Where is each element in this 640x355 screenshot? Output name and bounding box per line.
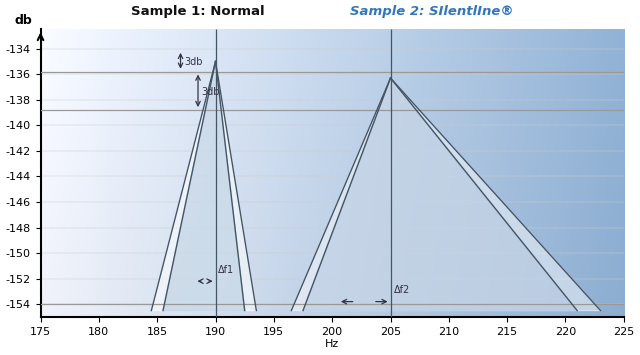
X-axis label: Hz: Hz (325, 339, 339, 349)
Polygon shape (163, 61, 244, 311)
Polygon shape (303, 78, 577, 311)
Text: db: db (14, 13, 32, 27)
Text: Sample 1: Normal: Sample 1: Normal (131, 5, 265, 18)
Polygon shape (291, 78, 600, 311)
Text: 3db: 3db (184, 57, 202, 67)
Text: Sample 2: SIlentlIne®: Sample 2: SIlentlIne® (349, 5, 513, 18)
Text: Δf2: Δf2 (394, 285, 410, 295)
Polygon shape (151, 61, 257, 311)
Text: Δf1: Δf1 (218, 265, 234, 275)
Text: 3db: 3db (202, 87, 220, 97)
